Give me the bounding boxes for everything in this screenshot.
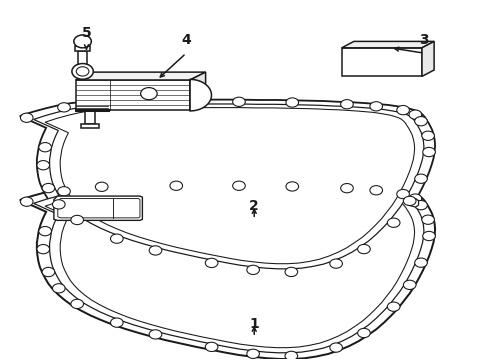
Circle shape: [149, 246, 162, 255]
Circle shape: [72, 64, 93, 79]
Circle shape: [403, 196, 415, 206]
Circle shape: [95, 98, 108, 108]
Polygon shape: [421, 41, 433, 76]
Circle shape: [414, 201, 427, 210]
Circle shape: [246, 265, 259, 274]
Circle shape: [403, 280, 415, 289]
Polygon shape: [341, 48, 421, 76]
Text: 2: 2: [249, 199, 259, 213]
Polygon shape: [76, 80, 190, 111]
Circle shape: [422, 231, 434, 240]
Circle shape: [421, 215, 433, 224]
Polygon shape: [81, 124, 99, 128]
Circle shape: [340, 100, 352, 109]
Circle shape: [329, 259, 342, 268]
Polygon shape: [84, 111, 95, 124]
Polygon shape: [45, 108, 414, 264]
Circle shape: [205, 258, 218, 267]
Text: 1: 1: [249, 317, 259, 331]
Circle shape: [110, 318, 123, 327]
Circle shape: [71, 215, 83, 225]
Circle shape: [369, 186, 382, 195]
Polygon shape: [407, 199, 418, 207]
Circle shape: [205, 342, 218, 351]
Circle shape: [42, 184, 55, 193]
Circle shape: [141, 87, 157, 100]
Circle shape: [246, 349, 259, 359]
Circle shape: [71, 299, 83, 309]
Circle shape: [110, 234, 123, 243]
Polygon shape: [58, 199, 140, 218]
Circle shape: [357, 244, 369, 254]
Circle shape: [285, 267, 297, 276]
Circle shape: [414, 174, 427, 183]
Circle shape: [396, 189, 408, 199]
Polygon shape: [34, 104, 423, 269]
Text: 3: 3: [419, 33, 428, 47]
Circle shape: [169, 97, 182, 107]
Circle shape: [285, 351, 297, 360]
Circle shape: [357, 328, 369, 338]
Circle shape: [408, 110, 421, 119]
Circle shape: [386, 218, 399, 228]
Circle shape: [37, 244, 49, 254]
Circle shape: [329, 343, 342, 352]
Polygon shape: [45, 192, 414, 348]
Circle shape: [386, 302, 399, 311]
Circle shape: [149, 330, 162, 339]
Circle shape: [414, 258, 427, 267]
Circle shape: [95, 182, 108, 192]
Circle shape: [20, 197, 33, 206]
Circle shape: [340, 184, 352, 193]
Circle shape: [232, 181, 245, 190]
Circle shape: [285, 182, 298, 191]
Circle shape: [414, 117, 427, 126]
Polygon shape: [75, 46, 90, 51]
Circle shape: [39, 226, 51, 236]
Circle shape: [76, 67, 89, 76]
Circle shape: [39, 143, 51, 152]
Polygon shape: [190, 79, 211, 111]
Circle shape: [396, 105, 408, 115]
Circle shape: [408, 194, 421, 203]
Circle shape: [285, 98, 298, 107]
Polygon shape: [78, 51, 87, 66]
Circle shape: [42, 267, 55, 277]
Circle shape: [52, 284, 65, 293]
Circle shape: [37, 161, 49, 170]
Circle shape: [169, 181, 182, 190]
Circle shape: [422, 147, 434, 157]
Polygon shape: [54, 196, 142, 220]
Circle shape: [74, 35, 91, 48]
Circle shape: [20, 113, 33, 122]
Circle shape: [421, 131, 433, 140]
Circle shape: [58, 186, 70, 196]
Polygon shape: [34, 188, 423, 353]
Polygon shape: [20, 184, 434, 359]
Polygon shape: [190, 72, 205, 111]
Polygon shape: [76, 72, 205, 80]
Circle shape: [232, 97, 245, 107]
Circle shape: [369, 102, 382, 111]
Circle shape: [58, 103, 70, 112]
Text: 5: 5: [81, 26, 91, 40]
Polygon shape: [341, 41, 433, 48]
Polygon shape: [20, 100, 434, 275]
Circle shape: [52, 200, 65, 209]
Text: 4: 4: [181, 33, 191, 47]
